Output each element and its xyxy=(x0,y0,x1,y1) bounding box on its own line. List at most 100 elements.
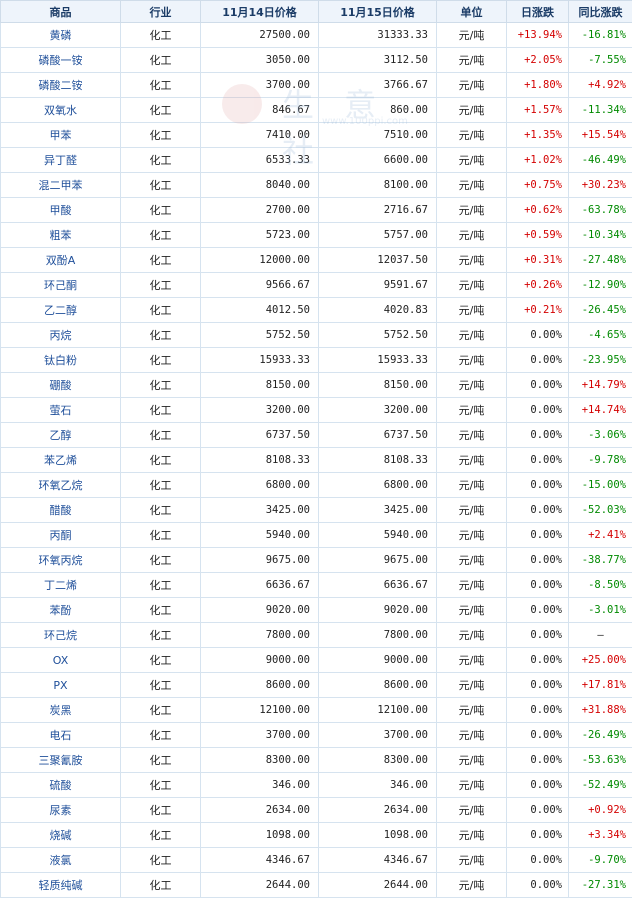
industry-cell: 化工 xyxy=(121,98,201,123)
product-name-link[interactable]: 丙烷 xyxy=(1,323,121,348)
industry-cell: 化工 xyxy=(121,248,201,273)
daily-change-cell: 0.00% xyxy=(507,698,569,723)
product-name-link[interactable]: 环氧丙烷 xyxy=(1,548,121,573)
product-name-link[interactable]: 液氯 xyxy=(1,848,121,873)
yoy-change-cell: -16.81% xyxy=(569,23,632,48)
product-name-link[interactable]: 甲苯 xyxy=(1,123,121,148)
yoy-change-cell: -3.01% xyxy=(569,598,632,623)
daily-change-cell: 0.00% xyxy=(507,773,569,798)
product-name-link[interactable]: 环己烷 xyxy=(1,623,121,648)
product-name-link[interactable]: 硼酸 xyxy=(1,373,121,398)
unit-cell: 元/吨 xyxy=(437,748,507,773)
unit-cell: 元/吨 xyxy=(437,548,507,573)
product-name-link[interactable]: 乙醇 xyxy=(1,423,121,448)
product-name-link[interactable]: 丙酮 xyxy=(1,523,121,548)
industry-cell: 化工 xyxy=(121,448,201,473)
yoy-change-cell: +30.23% xyxy=(569,173,632,198)
product-name-link[interactable]: 黄磷 xyxy=(1,23,121,48)
product-name-link[interactable]: 甲酸 xyxy=(1,198,121,223)
unit-cell: 元/吨 xyxy=(437,798,507,823)
product-name-link[interactable]: 烧碱 xyxy=(1,823,121,848)
price-nov15-cell: 8108.33 xyxy=(319,448,437,473)
unit-cell: 元/吨 xyxy=(437,523,507,548)
unit-cell: 元/吨 xyxy=(437,148,507,173)
industry-cell: 化工 xyxy=(121,23,201,48)
daily-change-cell: +1.35% xyxy=(507,123,569,148)
product-name-link[interactable]: 轻质纯碱 xyxy=(1,873,121,898)
daily-change-cell: +1.80% xyxy=(507,73,569,98)
product-name-link[interactable]: 苯乙烯 xyxy=(1,448,121,473)
product-name-link[interactable]: 双氧水 xyxy=(1,98,121,123)
yoy-change-cell: -52.49% xyxy=(569,773,632,798)
daily-change-cell: +0.21% xyxy=(507,298,569,323)
industry-cell: 化工 xyxy=(121,398,201,423)
price-nov14-cell: 5723.00 xyxy=(201,223,319,248)
daily-change-cell: 0.00% xyxy=(507,873,569,898)
col-header-unit: 单位 xyxy=(437,1,507,23)
product-name-link[interactable]: 双酚A xyxy=(1,248,121,273)
unit-cell: 元/吨 xyxy=(437,23,507,48)
col-header-industry: 行业 xyxy=(121,1,201,23)
product-name-link[interactable]: OX xyxy=(1,648,121,673)
unit-cell: 元/吨 xyxy=(437,448,507,473)
product-name-link[interactable]: PX xyxy=(1,673,121,698)
product-name-link[interactable]: 尿素 xyxy=(1,798,121,823)
yoy-change-cell: +3.34% xyxy=(569,823,632,848)
price-nov15-cell: 8150.00 xyxy=(319,373,437,398)
yoy-change-cell: +31.88% xyxy=(569,698,632,723)
unit-cell: 元/吨 xyxy=(437,373,507,398)
unit-cell: 元/吨 xyxy=(437,298,507,323)
product-name-link[interactable]: 电石 xyxy=(1,723,121,748)
yoy-change-cell: +0.92% xyxy=(569,798,632,823)
daily-change-cell: 0.00% xyxy=(507,548,569,573)
product-name-link[interactable]: 钛白粉 xyxy=(1,348,121,373)
daily-change-cell: 0.00% xyxy=(507,673,569,698)
header-row: 商品 行业 11月14日价格 11月15日价格 单位 日涨跌 同比涨跌 xyxy=(1,1,632,23)
product-name-link[interactable]: 三聚氰胺 xyxy=(1,748,121,773)
product-name-link[interactable]: 苯酚 xyxy=(1,598,121,623)
product-name-link[interactable]: 异丁醛 xyxy=(1,148,121,173)
product-name-link[interactable]: 磷酸二铵 xyxy=(1,73,121,98)
product-name-link[interactable]: 磷酸一铵 xyxy=(1,48,121,73)
product-name-link[interactable]: 萤石 xyxy=(1,398,121,423)
product-name-link[interactable]: 醋酸 xyxy=(1,498,121,523)
unit-cell: 元/吨 xyxy=(437,823,507,848)
product-name-link[interactable]: 硫酸 xyxy=(1,773,121,798)
daily-change-cell: 0.00% xyxy=(507,373,569,398)
price-nov15-cell: 12037.50 xyxy=(319,248,437,273)
price-nov15-cell: 7800.00 xyxy=(319,623,437,648)
product-name-link[interactable]: 乙二醇 xyxy=(1,298,121,323)
daily-change-cell: 0.00% xyxy=(507,848,569,873)
product-name-link[interactable]: 环己酮 xyxy=(1,273,121,298)
industry-cell: 化工 xyxy=(121,548,201,573)
yoy-change-cell: -27.31% xyxy=(569,873,632,898)
product-name-link[interactable]: 丁二烯 xyxy=(1,573,121,598)
unit-cell: 元/吨 xyxy=(437,48,507,73)
yoy-change-cell: -9.78% xyxy=(569,448,632,473)
col-header-daily-change: 日涨跌 xyxy=(507,1,569,23)
product-name-link[interactable]: 粗苯 xyxy=(1,223,121,248)
product-name-link[interactable]: 混二甲苯 xyxy=(1,173,121,198)
yoy-change-cell: -63.78% xyxy=(569,198,632,223)
unit-cell: 元/吨 xyxy=(437,398,507,423)
price-nov15-cell: 2634.00 xyxy=(319,798,437,823)
yoy-change-cell: -23.95% xyxy=(569,348,632,373)
product-name-link[interactable]: 炭黑 xyxy=(1,698,121,723)
product-name-link[interactable]: 环氧乙烷 xyxy=(1,473,121,498)
price-nov14-cell: 3425.00 xyxy=(201,498,319,523)
yoy-change-cell: -4.65% xyxy=(569,323,632,348)
